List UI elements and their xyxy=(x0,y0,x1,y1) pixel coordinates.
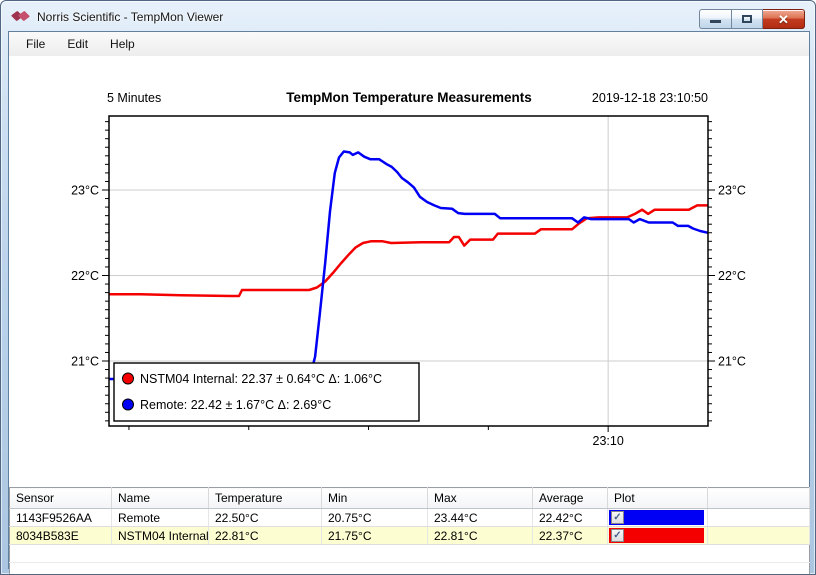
cell-plot: ✓ xyxy=(607,508,708,527)
column-header-temperature[interactable]: Temperature xyxy=(208,487,322,509)
window-title: Norris Scientific - TempMon Viewer xyxy=(37,9,224,24)
y-tick-label-right: 22°C xyxy=(718,269,746,283)
cell-temperature: 22.81°C xyxy=(208,526,322,545)
cell-temperature: 22.50°C xyxy=(208,508,322,527)
window-controls: ✕ xyxy=(699,9,805,29)
close-button[interactable]: ✕ xyxy=(763,9,805,29)
minimize-button[interactable] xyxy=(699,9,731,29)
cell-name: Remote xyxy=(111,508,209,527)
menu-help[interactable]: Help xyxy=(110,37,135,51)
chart-timestamp: 2019-12-18 23:10:50 xyxy=(592,91,708,105)
cell-sensor: 8034B583E xyxy=(9,526,112,545)
plot-color-swatch: ✓ xyxy=(609,510,704,525)
cell-sensor: 1143F9526AA xyxy=(9,508,112,527)
client-area: File Edit Help 21°C 21°C 22°C 22°C 23°C 23°C 23:… xyxy=(9,32,810,574)
temperature-chart: 21°C 21°C 22°C 22°C 23°C 23°C 23:10 5 Minutes Te… xyxy=(71,90,746,448)
plot-checkbox[interactable]: ✓ xyxy=(611,529,624,542)
cell-max: 22.81°C xyxy=(427,526,533,545)
plot-checkbox[interactable]: ✓ xyxy=(611,511,624,524)
plot-color-swatch: ✓ xyxy=(609,528,704,543)
cell-filler xyxy=(707,526,810,545)
menu-file[interactable]: File xyxy=(26,37,46,51)
cell-name: NSTM04 Internal xyxy=(111,526,209,545)
table-header-row: Sensor Name Temperature Min Max Average Plot xyxy=(9,487,810,509)
minimize-icon xyxy=(710,20,721,23)
column-header-name[interactable]: Name xyxy=(111,487,209,509)
close-icon: ✕ xyxy=(778,11,789,27)
cell-filler xyxy=(707,508,810,527)
empty-cell xyxy=(9,544,810,563)
legend-marker-icon xyxy=(122,372,134,385)
column-header-min[interactable]: Min xyxy=(321,487,428,509)
legend-box xyxy=(113,362,420,422)
sensor-table-panel: Sensor Name Temperature Min Max Average Plot 1… xyxy=(9,487,810,574)
empty-table-row xyxy=(9,544,810,563)
cell-max: 23.44°C xyxy=(427,508,533,527)
y-tick-label-right: 21°C xyxy=(718,355,746,369)
series-remote xyxy=(108,150,709,382)
cell-min: 20.75°C xyxy=(321,508,428,527)
legend-entry-label: Remote: 22.42 ± 1.67°C Δ: 2.69°C xyxy=(140,398,331,412)
maximize-icon xyxy=(742,15,752,23)
table-row[interactable]: 8034B583E NSTM04 Internal 22.81°C 21.75°C 22… xyxy=(9,526,810,545)
legend-marker-icon xyxy=(122,398,134,411)
table-row[interactable]: 1143F9526AA Remote 22.50°C 20.75°C 23.44°C 22… xyxy=(9,508,810,527)
x-tick-label: 23:10 xyxy=(593,434,624,448)
plot-area[interactable] xyxy=(108,115,709,427)
time-window-label: 5 Minutes xyxy=(107,91,161,105)
cell-average: 22.42°C xyxy=(532,508,608,527)
column-header-max[interactable]: Max xyxy=(427,487,533,509)
series-nstm04-internal xyxy=(109,204,708,298)
cell-plot: ✓ xyxy=(607,526,708,545)
column-header-sensor[interactable]: Sensor xyxy=(9,487,112,509)
y-tick-label-left: 23°C xyxy=(71,184,99,198)
app-logo-icon xyxy=(10,9,31,24)
chart-panel: 21°C 21°C 22°C 22°C 23°C 23°C 23:10 5 Minutes Te… xyxy=(9,56,809,487)
empty-cell xyxy=(9,562,810,574)
menu-edit[interactable]: Edit xyxy=(67,37,89,51)
chart-title: TempMon Temperature Measurements xyxy=(286,90,532,105)
empty-table-row xyxy=(9,562,810,574)
column-header-plot[interactable]: Plot xyxy=(607,487,708,509)
y-tick-label-left: 21°C xyxy=(71,355,99,369)
cell-average: 22.37°C xyxy=(532,526,608,545)
cell-min: 21.75°C xyxy=(321,526,428,545)
titlebar[interactable]: Norris Scientific - TempMon Viewer ✕ xyxy=(1,1,815,32)
sensor-table: Sensor Name Temperature Min Max Average Plot 1… xyxy=(9,487,810,574)
y-tick-label-left: 22°C xyxy=(71,269,99,283)
menu-bar: File Edit Help xyxy=(9,32,809,56)
maximize-button[interactable] xyxy=(731,9,763,29)
y-tick-label-right: 23°C xyxy=(718,184,746,198)
column-header-filler xyxy=(707,487,810,509)
column-header-average[interactable]: Average xyxy=(532,487,608,509)
legend-entry-label: NSTM04 Internal: 22.37 ± 0.64°C Δ: 1.06°… xyxy=(140,372,382,386)
